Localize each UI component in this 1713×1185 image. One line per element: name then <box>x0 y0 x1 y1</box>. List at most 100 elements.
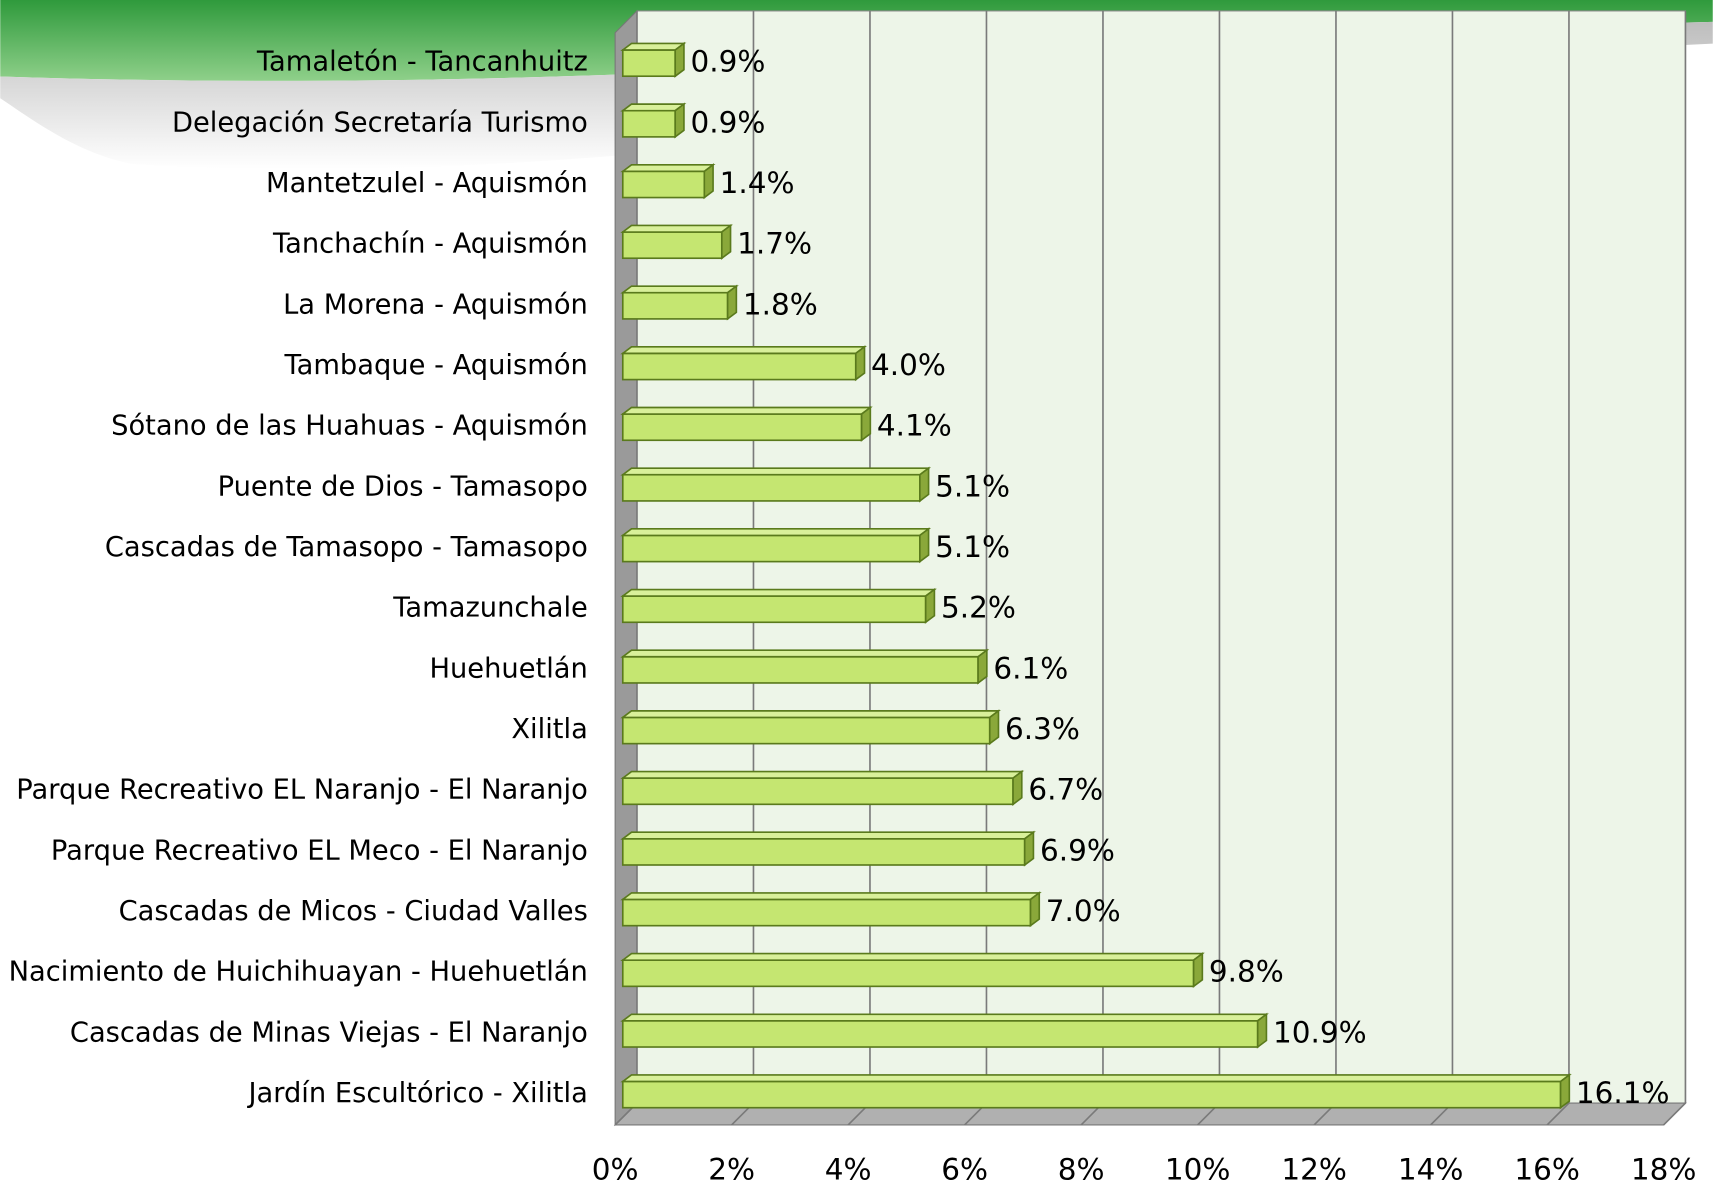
bar-top <box>623 590 935 597</box>
bar-front <box>623 778 1013 804</box>
bar-front <box>623 293 728 319</box>
value-label: 0.9% <box>690 105 765 139</box>
bar-top <box>623 165 713 172</box>
bar-top <box>623 650 987 657</box>
x-tick-label: 0% <box>592 1152 639 1185</box>
bar-top <box>623 468 929 475</box>
category-label: Mantetzulel - Aquismón <box>266 168 588 199</box>
bar-side <box>856 347 865 380</box>
bar-top <box>623 893 1039 900</box>
bar-side <box>990 711 999 744</box>
value-label: 6.3% <box>1005 712 1080 746</box>
bar-front <box>623 899 1031 925</box>
bar-side <box>675 104 684 137</box>
bar-top <box>623 347 865 354</box>
category-label: Xilitla <box>511 714 587 745</box>
category-label: Huehuetlán <box>429 653 587 684</box>
value-label: 6.1% <box>993 651 1068 685</box>
value-label: 5.2% <box>941 591 1016 625</box>
category-label: Delegación Secretaría Turismo <box>172 107 588 138</box>
category-label: El Nacimiento de Huichihuayan - Huehuetl… <box>0 957 588 988</box>
bar-top <box>623 1014 1267 1021</box>
bar-side <box>675 43 684 76</box>
value-label: 10.9% <box>1273 1015 1367 1049</box>
bar-side <box>704 165 713 198</box>
bar-side <box>1025 832 1034 865</box>
bar-side <box>920 529 929 562</box>
bar-top <box>623 407 871 414</box>
value-label: 1.7% <box>737 227 812 261</box>
chart: 0% 2% 4% 6% 8% 10% 12% 14% 16% 18% Tamaletón - Tan… <box>0 0 1713 1185</box>
x-tick-label: 8% <box>1058 1152 1105 1185</box>
value-label: 4.1% <box>877 409 952 443</box>
plot-area: 0% 2% 4% 6% 8% 10% 12% 14% 16% 18% Tamaletón - Tan… <box>0 11 1696 1185</box>
bar-front <box>623 475 920 501</box>
bar-front <box>623 232 722 258</box>
x-tick-label: 12% <box>1281 1152 1347 1185</box>
value-label: 5.1% <box>935 469 1010 503</box>
bar-side <box>920 468 929 501</box>
value-label: 4.0% <box>871 348 946 382</box>
x-tick-label: 6% <box>941 1152 988 1185</box>
value-label: 1.4% <box>720 166 795 200</box>
page: {"chart_data": {"type": "bar3d", "orient… <box>0 0 1713 1185</box>
bar-side <box>1031 893 1040 926</box>
bar-top <box>623 529 929 536</box>
bar-side <box>1013 772 1022 805</box>
x-tick-label: 4% <box>825 1152 872 1185</box>
bar-top <box>623 104 684 111</box>
category-label: Jardín Escultórico - Xilitla <box>246 1078 587 1109</box>
bar-front <box>623 414 862 440</box>
category-label: Sótano de las Huahuas - Aquismón <box>111 411 588 442</box>
bar-top <box>623 286 737 293</box>
bar-top <box>623 225 731 232</box>
category-label: Tambaque - Aquismón <box>283 350 587 381</box>
bar-front <box>623 1081 1561 1107</box>
category-label: La Morena - Aquismón <box>283 289 588 320</box>
bar-front <box>623 596 926 622</box>
category-label: Cascadas de Tamasopo - Tamasopo <box>105 532 588 563</box>
value-label: 9.8% <box>1209 955 1284 989</box>
bar-front <box>623 839 1025 865</box>
bar-side <box>728 286 737 319</box>
x-tick-label: 10% <box>1165 1152 1230 1185</box>
value-label: 16.1% <box>1576 1076 1670 1110</box>
value-label: 0.9% <box>690 45 765 79</box>
value-label: 1.8% <box>743 287 818 321</box>
x-tick-label: 14% <box>1398 1152 1464 1185</box>
category-label: Cascadas de Minas Viejas - El Naranjo <box>70 1017 588 1048</box>
bar-front <box>623 717 990 743</box>
bar-side <box>1258 1014 1267 1047</box>
bar-front <box>623 111 675 137</box>
value-label: 5.1% <box>935 530 1010 564</box>
bar-front <box>623 960 1194 986</box>
category-label: Puente de Dios - Tamasopo <box>218 471 588 502</box>
bar-side <box>1194 954 1203 987</box>
bar-front <box>623 50 675 76</box>
category-label: Parque Recreativo EL Meco - El Naranjo <box>51 835 588 866</box>
bar-side <box>926 590 935 623</box>
value-label: 6.9% <box>1040 833 1115 867</box>
bar-front <box>623 657 978 683</box>
bar-top <box>623 1075 1570 1082</box>
bar-side <box>978 650 987 683</box>
category-label: Tamaletón - Tancanhuitz <box>256 47 588 78</box>
bar-side <box>722 225 731 258</box>
bar-top <box>623 954 1203 961</box>
x-tick-label: 16% <box>1514 1152 1580 1185</box>
x-tick-label: 2% <box>708 1152 755 1185</box>
value-label: 7.0% <box>1046 894 1121 928</box>
bar-top <box>623 43 684 50</box>
category-label: Cascadas de Micos - Ciudad Valles <box>119 896 588 927</box>
bar-top <box>623 772 1022 779</box>
bar-top <box>623 711 999 718</box>
category-label: Tamazunchale <box>392 593 588 624</box>
category-label: Parque Recreativo EL Naranjo - El Naranj… <box>16 775 588 806</box>
value-label: 6.7% <box>1028 773 1103 807</box>
x-tick-label: 18% <box>1631 1152 1696 1185</box>
bar-side <box>862 407 871 440</box>
bar-front <box>623 1021 1258 1047</box>
bar-side <box>1561 1075 1570 1108</box>
bar-front <box>623 171 705 197</box>
category-label: Tanchachín - Aquismón <box>272 229 588 260</box>
